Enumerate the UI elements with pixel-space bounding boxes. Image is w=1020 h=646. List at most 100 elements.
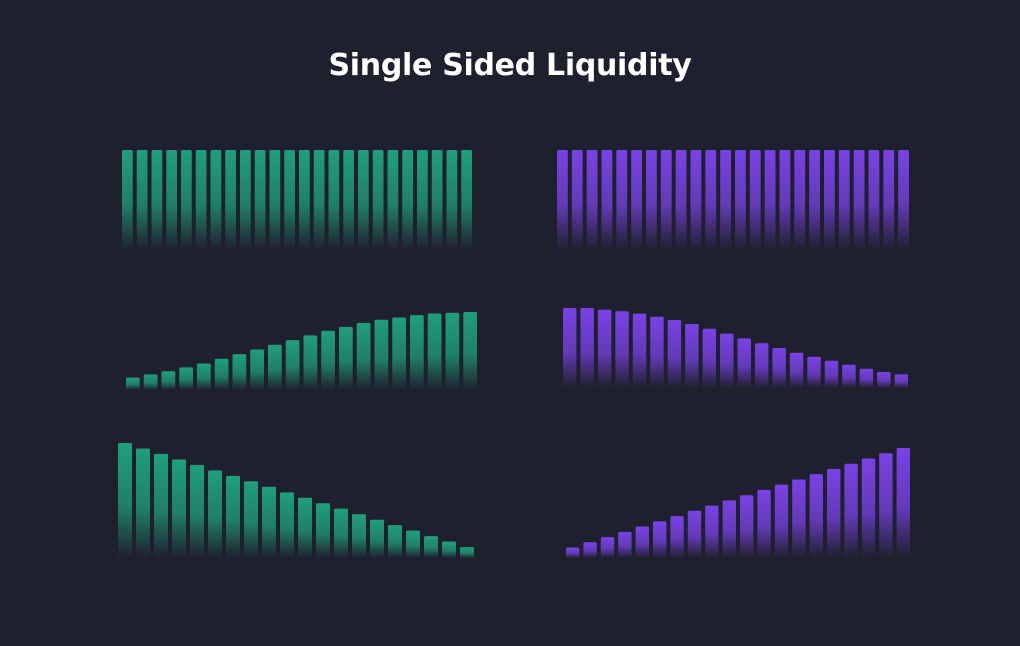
bar-1-21	[417, 150, 428, 250]
bar-1-18	[372, 150, 384, 250]
bar-6-10	[722, 500, 736, 558]
bar-1-5	[181, 150, 192, 250]
bar-3-19	[445, 312, 460, 390]
bar-2-13	[735, 150, 746, 250]
bar-5-12	[316, 503, 330, 558]
bar-6-7	[670, 516, 684, 558]
bar-1-24	[461, 150, 472, 250]
bar-5-8	[244, 481, 258, 558]
bar-5-18	[424, 536, 438, 558]
bar-6-13	[774, 484, 789, 558]
chart-6-purple	[566, 448, 910, 558]
bar-1-17	[358, 150, 369, 250]
bar-1-9	[240, 150, 251, 250]
bar-6-11	[740, 495, 754, 558]
bar-4-9	[702, 328, 717, 388]
bar-2-14	[749, 150, 761, 250]
bar-6-6	[653, 521, 667, 558]
bar-5-3	[154, 453, 168, 559]
bar-5-5	[190, 464, 204, 558]
bar-1-15	[328, 150, 340, 250]
bar-5-9	[262, 486, 276, 558]
bar-6-9	[705, 505, 719, 558]
bar-5-1	[118, 443, 132, 558]
bar-2-15	[764, 150, 776, 250]
bar-4-7	[667, 320, 682, 388]
bar-4-19	[877, 372, 891, 388]
bar-1-7	[210, 150, 222, 250]
bar-3-4	[179, 367, 193, 390]
bar-1-13	[299, 150, 310, 250]
bar-6-16	[827, 468, 841, 558]
bar-3-14	[356, 322, 371, 390]
bar-2-21	[853, 150, 865, 250]
bar-5-2	[136, 448, 150, 558]
bar-2-3	[586, 150, 598, 250]
bar-4-2	[580, 308, 594, 388]
bar-4-18	[859, 368, 874, 388]
bar-2-22	[868, 150, 880, 250]
bar-1-6	[195, 150, 207, 250]
chart-5-green	[118, 443, 474, 559]
bar-3-10	[285, 340, 300, 390]
bar-2-10	[690, 150, 702, 250]
bar-1-10	[254, 150, 266, 250]
bar-5-14	[352, 514, 366, 558]
bar-4-15	[807, 356, 821, 388]
bar-5-10	[280, 492, 294, 558]
bar-6-17	[844, 463, 858, 558]
bar-2-24	[898, 150, 909, 250]
bar-6-2	[583, 542, 597, 558]
bar-2-7	[646, 150, 657, 250]
bar-2-12	[720, 150, 731, 250]
bar-4-17	[842, 364, 856, 388]
bar-2-18	[809, 150, 820, 250]
bar-5-15	[370, 519, 384, 559]
bar-4-5	[632, 313, 647, 388]
bar-4-3	[597, 309, 612, 388]
bar-6-15	[809, 474, 823, 558]
bar-1-12	[284, 150, 295, 250]
bar-2-4	[601, 150, 613, 250]
bar-5-17	[406, 530, 420, 558]
bar-5-7	[226, 475, 240, 558]
bar-4-16	[824, 360, 839, 388]
bar-4-11	[737, 338, 751, 388]
bar-2-23	[883, 150, 895, 250]
bar-5-13	[334, 508, 348, 559]
bar-4-12	[754, 343, 769, 388]
bar-3-6	[214, 358, 229, 390]
bar-5-19	[442, 541, 456, 558]
bar-1-11	[269, 150, 281, 250]
bar-3-9	[268, 344, 282, 390]
chart-2-purple	[557, 150, 909, 250]
bar-4-20	[894, 374, 908, 388]
bar-1-22	[431, 150, 443, 250]
bar-6-1	[566, 547, 580, 558]
bar-6-5	[635, 526, 649, 558]
bar-4-1	[563, 308, 577, 388]
bar-3-20	[463, 312, 477, 390]
bar-4-10	[720, 333, 734, 388]
bar-3-8	[250, 349, 264, 390]
bar-3-13	[339, 326, 353, 390]
bar-1-19	[387, 150, 399, 250]
bar-1-23	[446, 150, 458, 250]
bar-6-12	[757, 489, 771, 558]
bar-2-8	[660, 150, 672, 250]
bar-1-8	[225, 150, 236, 250]
bar-6-18	[861, 458, 876, 558]
bar-4-14	[789, 352, 804, 388]
bar-6-4	[618, 531, 632, 558]
bar-6-14	[792, 479, 806, 558]
bar-2-1	[557, 150, 568, 250]
bar-1-1	[122, 150, 133, 250]
bar-1-16	[343, 150, 354, 250]
bar-3-7	[232, 354, 247, 390]
bar-1-20	[402, 150, 413, 250]
bar-2-9	[675, 150, 687, 250]
bar-1-3	[151, 150, 163, 250]
bar-2-17	[794, 150, 806, 250]
